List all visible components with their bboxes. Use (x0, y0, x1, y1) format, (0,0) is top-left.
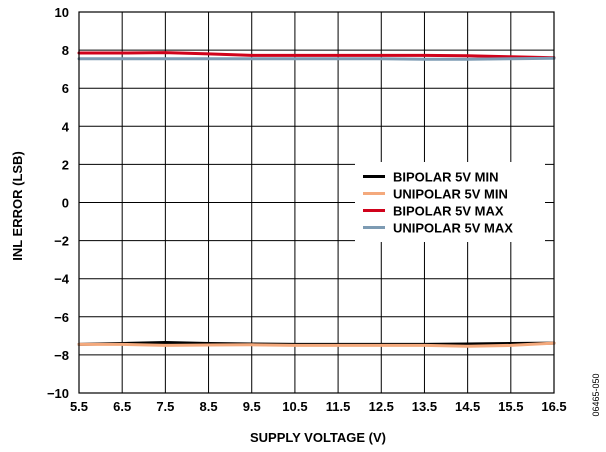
y-tick-labels: 10 8 6 4 2 0 −2 −4 −6 −8 −10 (47, 5, 70, 401)
x-tick-label: 8.5 (200, 399, 218, 414)
x-tick-label: 11.5 (326, 399, 351, 414)
x-tick-label: 13.5 (412, 399, 437, 414)
legend-label: UNIPOLAR 5V MAX (393, 221, 513, 236)
x-tick-label: 15.5 (498, 399, 523, 414)
y-tick-label: −4 (54, 272, 70, 287)
y-tick-label: 0 (62, 196, 69, 211)
x-tick-label: 10.5 (282, 399, 307, 414)
x-tick-label: 6.5 (113, 399, 131, 414)
x-tick-label: 12.5 (369, 399, 394, 414)
x-tick-label: 7.5 (156, 399, 174, 414)
legend-box (355, 162, 545, 242)
series-line (77, 56, 556, 61)
x-tick-label: 16.5 (541, 399, 566, 414)
series-lines (77, 51, 556, 348)
y-tick-label: 2 (62, 157, 69, 172)
y-tick-label: −10 (47, 386, 69, 401)
legend-label: UNIPOLAR 5V MIN (393, 187, 508, 202)
y-tick-label: −8 (54, 348, 69, 363)
y-axis-label: INL ERROR (LSB) (10, 151, 25, 261)
y-tick-label: −2 (54, 234, 69, 249)
x-tick-label: 9.5 (243, 399, 261, 414)
series-line (77, 51, 556, 60)
series-line (77, 341, 556, 348)
y-tick-label: 6 (62, 81, 69, 96)
x-tick-labels: 5.5 6.5 7.5 8.5 9.5 10.5 11.5 12.5 13.5 14.5 15.5 1… (70, 399, 567, 414)
legend-label: BIPOLAR 5V MIN (393, 170, 498, 185)
y-tick-label: 10 (55, 5, 69, 20)
y-tick-label: −6 (54, 310, 69, 325)
plot-frame (78, 11, 555, 394)
legend: BIPOLAR 5V MIN UNIPOLAR 5V MIN BIPOLAR 5V … (355, 162, 545, 242)
y-tick-label: 4 (62, 119, 70, 134)
legend-label: BIPOLAR 5V MAX (393, 204, 504, 219)
x-tick-label: 14.5 (455, 399, 480, 414)
x-axis-label: SUPPLY VOLTAGE (V) (250, 430, 386, 445)
y-tick-label: 8 (62, 43, 69, 58)
figure-code: 06465-050 (591, 373, 601, 416)
x-tick-label: 5.5 (70, 399, 88, 414)
